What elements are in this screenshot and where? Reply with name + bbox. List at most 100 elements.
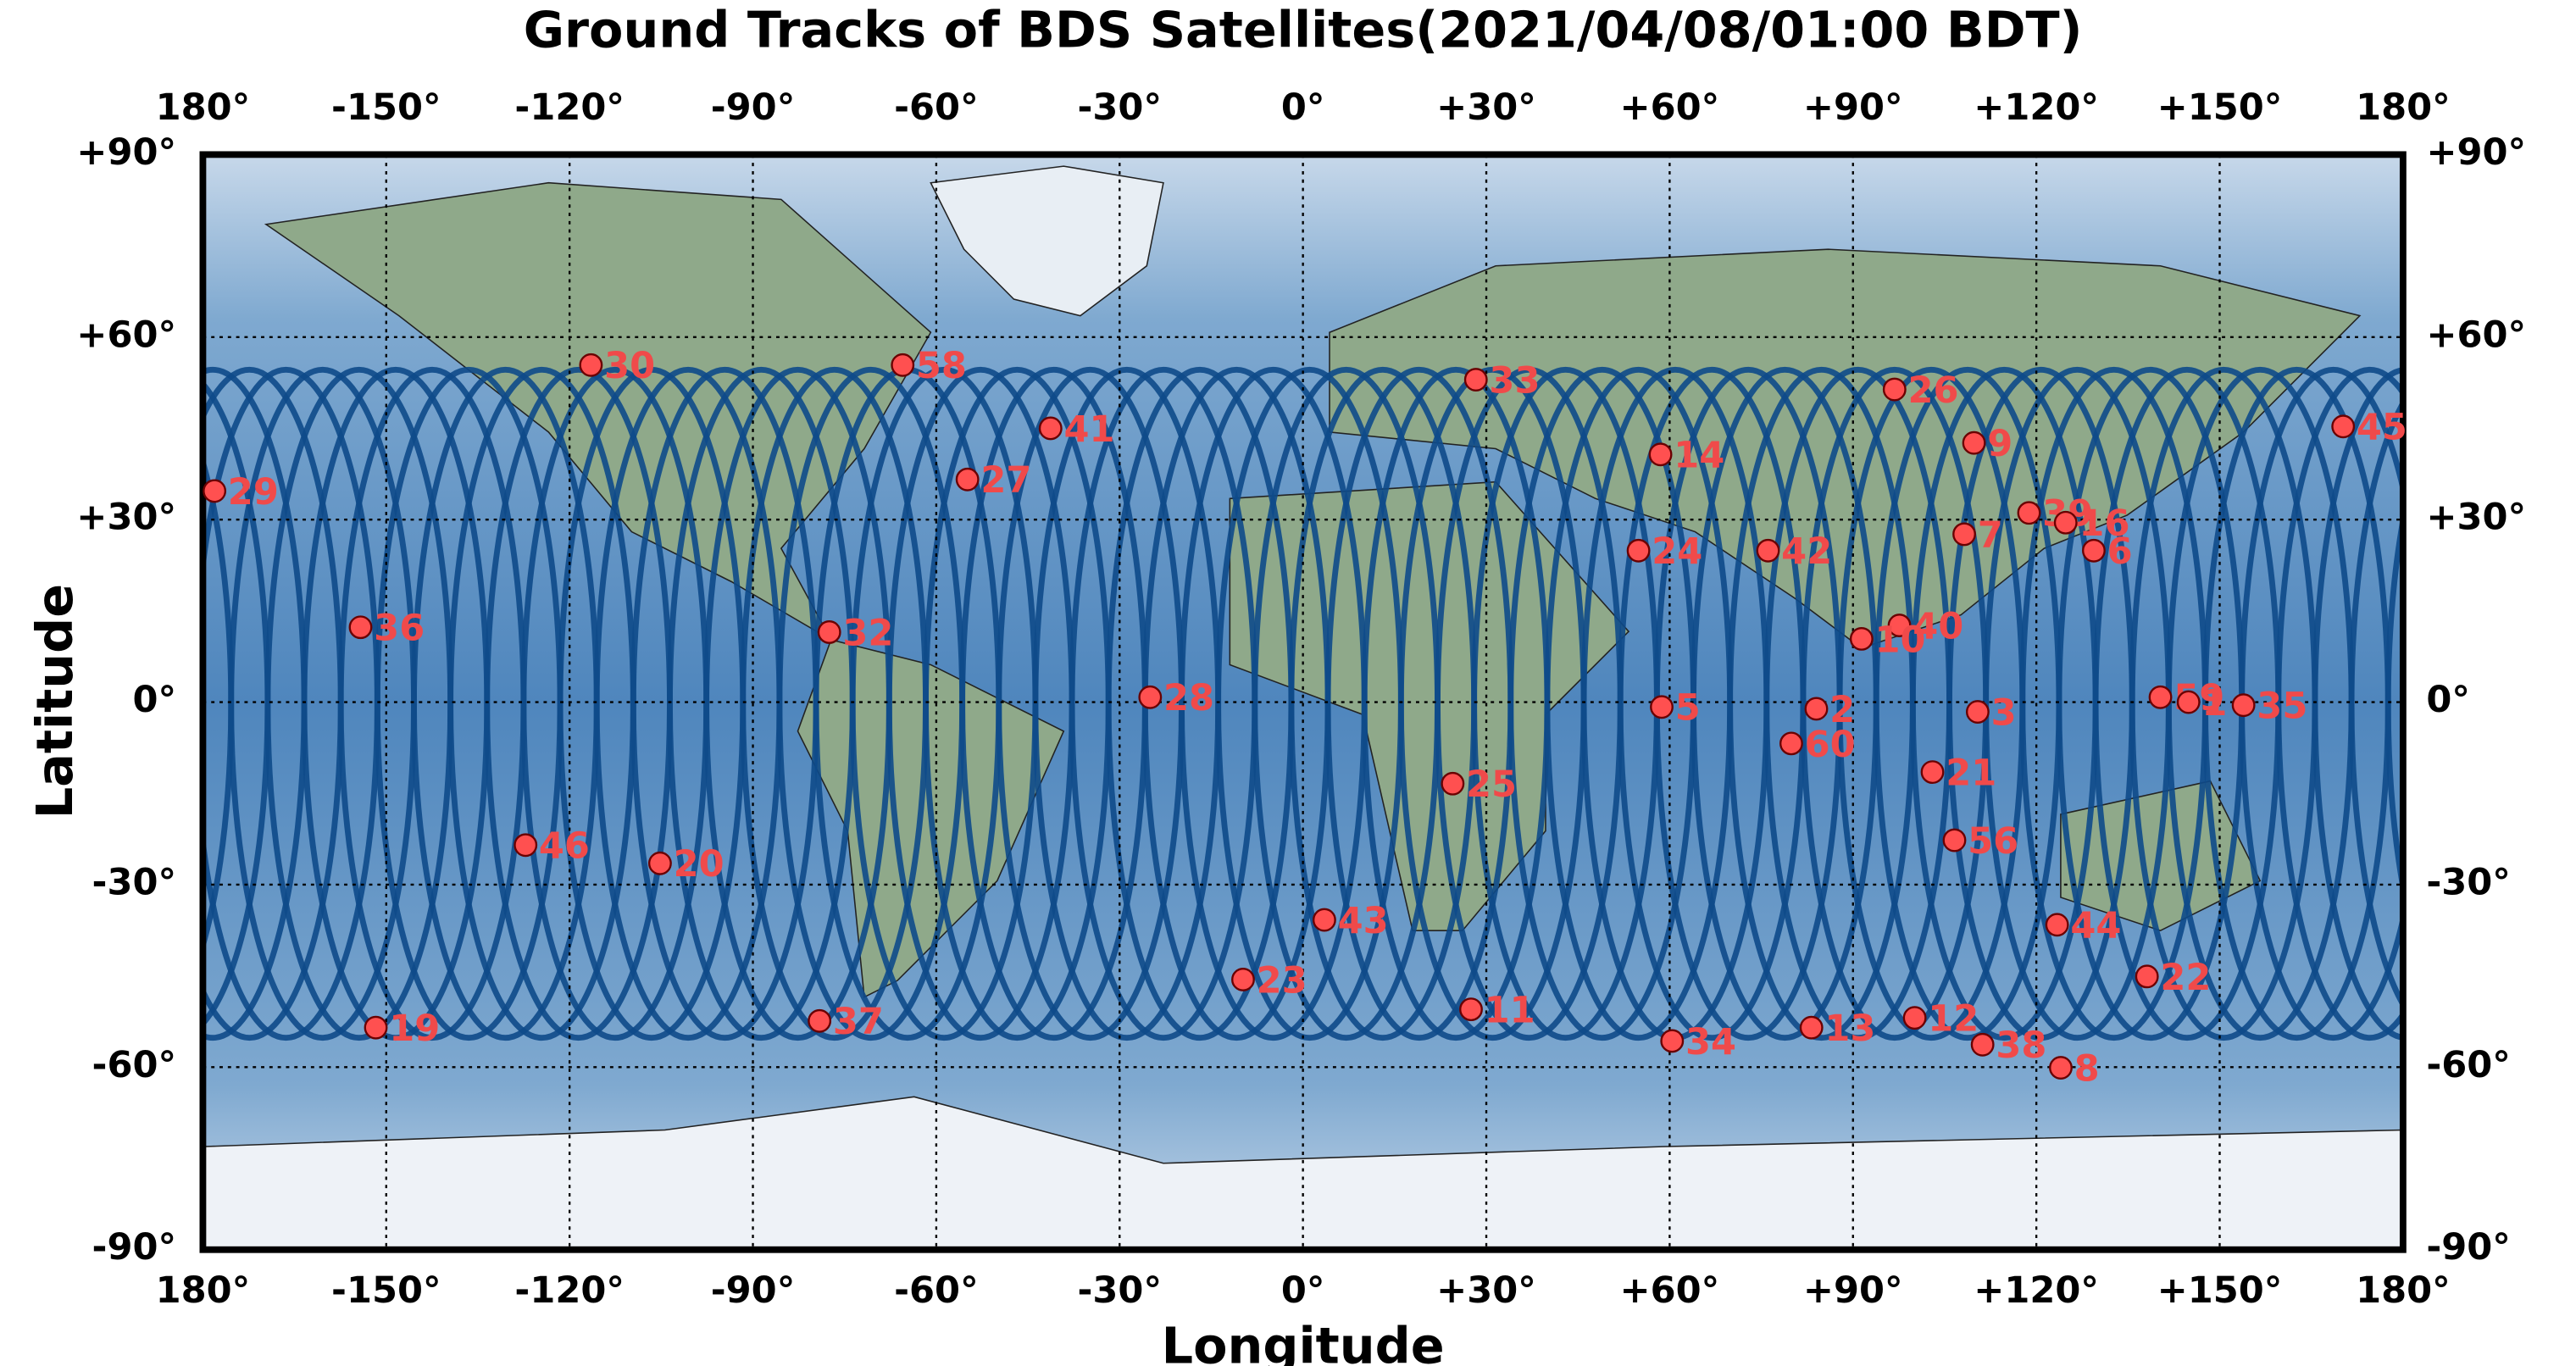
x-tick-label: +90° [1803, 1269, 1903, 1312]
satellite-label: 41 [1063, 408, 1114, 451]
x-tick-label: +30° [1436, 1269, 1536, 1312]
satellite-point [1463, 368, 1488, 391]
satellite-point [1459, 997, 1483, 1022]
africa [1229, 480, 1630, 931]
y-tick-label: -90° [2426, 1226, 2510, 1269]
satellite-label: 21 [1946, 752, 1996, 795]
satellite-point [1902, 1006, 1927, 1030]
satellite-label: 40 [1913, 606, 1963, 648]
greenland [930, 165, 1164, 317]
x-tick-label: 0° [1281, 1269, 1325, 1312]
satellite-point [1970, 1032, 1995, 1057]
satellite-point [1942, 828, 1967, 852]
satellite-point [1804, 697, 1829, 721]
x-tick-label: -90° [711, 1269, 795, 1312]
y-tick-label: +90° [2426, 131, 2526, 174]
satellite-point [2176, 690, 2201, 714]
satellite-point [1882, 377, 1907, 402]
satellite-point [808, 1008, 832, 1033]
satellite-label: 46 [539, 825, 590, 868]
ground-track [2348, 397, 2403, 1010]
satellite-point [1650, 695, 1674, 719]
x-tick-label: +90° [1803, 86, 1903, 129]
satellite-label: 9 [1987, 423, 2012, 465]
x-tick-label: -150° [331, 1269, 441, 1312]
satellite-label: 30 [604, 345, 655, 387]
x-tick-label: 0° [1281, 86, 1325, 129]
satellite-point [1849, 626, 1874, 651]
satellite-label: 13 [1824, 1008, 1875, 1050]
satellite-label: 35 [2257, 686, 2307, 728]
satellite-label: 16 [2079, 503, 2129, 545]
satellite-label: 44 [2070, 905, 2121, 947]
ground-track [2275, 367, 2403, 1041]
y-tick-label: -60° [92, 1044, 176, 1086]
satellite-point [2331, 414, 2356, 439]
satellite-point [1962, 430, 1986, 455]
x-tick-label: 180° [156, 1269, 251, 1312]
satellite-label: 7 [1978, 514, 2003, 557]
satellite-point [1648, 442, 1673, 467]
satellite-point [1660, 1029, 1685, 1053]
satellite-point [1312, 908, 1336, 932]
satellite-point [1952, 522, 1976, 547]
satellite-point [579, 353, 603, 377]
satellite-label: 43 [1338, 900, 1389, 942]
x-tick-label: -120° [514, 1269, 624, 1312]
satellite-point [647, 851, 672, 875]
x-tick-label: +120° [1974, 1269, 2099, 1312]
y-tick-label: -90° [92, 1226, 176, 1269]
satellite-point [891, 353, 915, 377]
satellite-label: 14 [1674, 435, 1724, 477]
satellite-label: 26 [1907, 369, 1958, 412]
satellite-label: 42 [1781, 530, 1832, 573]
satellite-point [2049, 1056, 2073, 1080]
y-tick-label: -60° [2426, 1044, 2510, 1086]
satellite-point [955, 467, 980, 491]
satellite-point [2053, 510, 2078, 535]
y-tick-label: -30° [92, 861, 176, 903]
satellite-point [1887, 614, 1912, 638]
satellite-label: 5 [1675, 687, 1701, 730]
x-tick-label: -60° [894, 1269, 978, 1312]
satellite-label: 37 [833, 1001, 884, 1043]
y-tick-label: +60° [76, 314, 176, 356]
satellite-point [817, 620, 841, 644]
x-tick-label: +150° [2157, 1269, 2283, 1312]
y-tick-label: +30° [2426, 497, 2526, 539]
satellite-point [1626, 538, 1651, 563]
satellite-point [1138, 685, 1163, 709]
x-tick-label: -60° [894, 86, 978, 129]
satellite-label: 38 [1996, 1024, 2046, 1067]
satellite-point [348, 615, 373, 640]
satellite-point [1441, 771, 1465, 796]
x-tick-label: 180° [156, 86, 251, 129]
satellite-point [2045, 913, 2069, 937]
x-tick-label: +60° [1620, 1269, 1720, 1312]
satellite-point [1231, 968, 1255, 991]
ground-track [2384, 505, 2403, 902]
satellite-label: 45 [2357, 407, 2407, 449]
satellite-point [364, 1015, 388, 1040]
satellite-point [1965, 700, 1990, 724]
ground-track [2312, 367, 2403, 1041]
satellite-point [1799, 1015, 1824, 1040]
satellite-label: 29 [228, 471, 279, 514]
satellite-label: 33 [1489, 359, 1540, 402]
chart-title: Ground Tracks of BDS Satellites(2021/04/… [524, 0, 2083, 58]
satellite-label: 6 [2107, 530, 2133, 573]
satellite-label: 28 [1163, 677, 1214, 719]
satellite-point [2135, 964, 2159, 989]
satellite-label: 60 [1805, 724, 1856, 766]
satellite-label: 10 [1875, 619, 1926, 661]
x-tick-label: +30° [1436, 86, 1536, 129]
satellite-label: 56 [1968, 820, 2018, 863]
y-tick-label: +90° [76, 131, 176, 174]
tick-labels: 180°180°-150°-150°-120°-120°-90°-90°-60°… [76, 86, 2526, 1312]
satellite-label: 11 [1485, 990, 1535, 1032]
satellite-point [1038, 416, 1063, 441]
y-tick-label: +60° [2426, 314, 2526, 356]
satellite-label: 36 [374, 608, 425, 650]
